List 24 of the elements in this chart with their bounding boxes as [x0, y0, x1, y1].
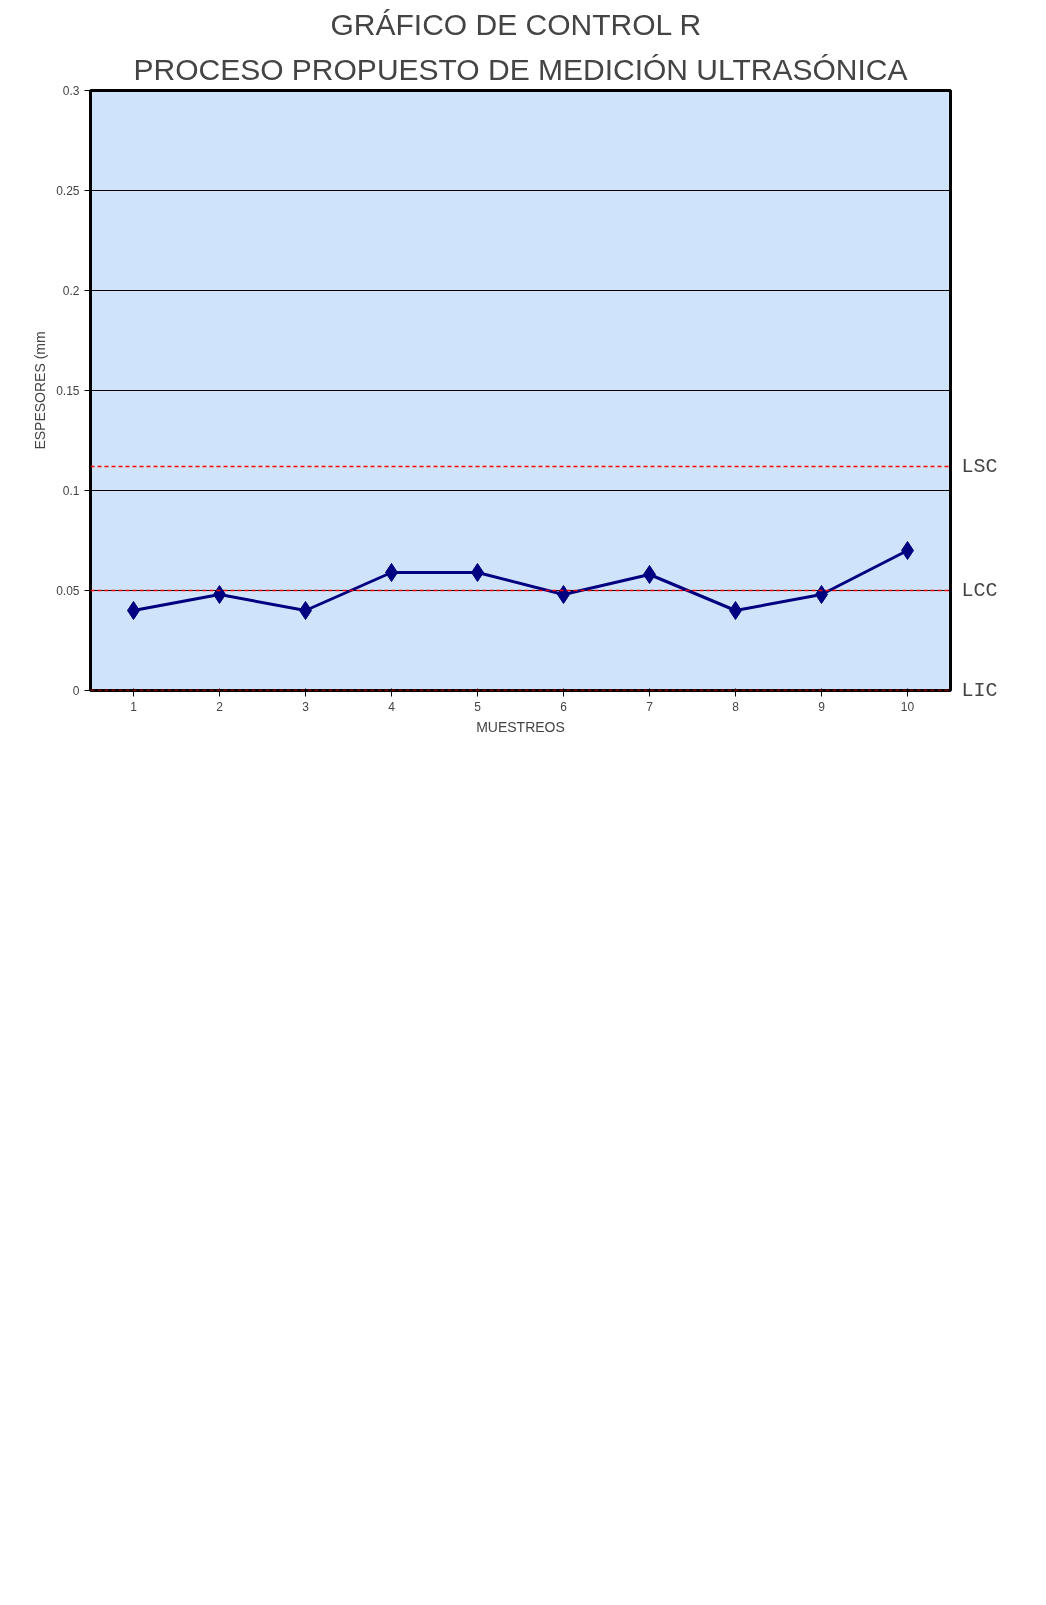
- y-tick-label: 0.05: [56, 584, 80, 598]
- chart-subtitle: PROCESO PROPUESTO DE MEDICIÓN ULTRASÓNICA: [133, 52, 908, 86]
- y-tick-label: 0.2: [62, 284, 80, 298]
- x-tick-label: 10: [900, 699, 915, 714]
- x-tick-label: 7: [646, 699, 654, 714]
- y-axis-title: ESPESORES (mm: [32, 331, 49, 450]
- x-tick-label: 8: [732, 699, 740, 714]
- x-tick-label: 5: [474, 699, 482, 714]
- ref-line-label: LSC: [961, 455, 998, 478]
- x-tick-label: 6: [560, 699, 568, 714]
- x-tick-label: 3: [302, 699, 310, 714]
- x-tick-label: 9: [818, 699, 826, 714]
- x-tick-label: 2: [216, 699, 224, 714]
- y-tick-label: 0.1: [62, 484, 80, 498]
- y-tick-label: 0.3: [62, 84, 80, 98]
- ref-line-label: LCC: [961, 579, 998, 602]
- chart-title: GRÁFICO DE CONTROL R: [330, 7, 702, 41]
- x-tick-label: 1: [130, 699, 138, 714]
- ref-line-label: LIC: [961, 679, 998, 702]
- y-tick-label: 0.15: [56, 384, 80, 398]
- y-tick-label: 0: [72, 684, 80, 698]
- x-tick-label: 4: [388, 699, 396, 714]
- x-axis-title: MUESTREOS: [476, 718, 565, 735]
- y-tick-label: 0.25: [56, 184, 80, 198]
